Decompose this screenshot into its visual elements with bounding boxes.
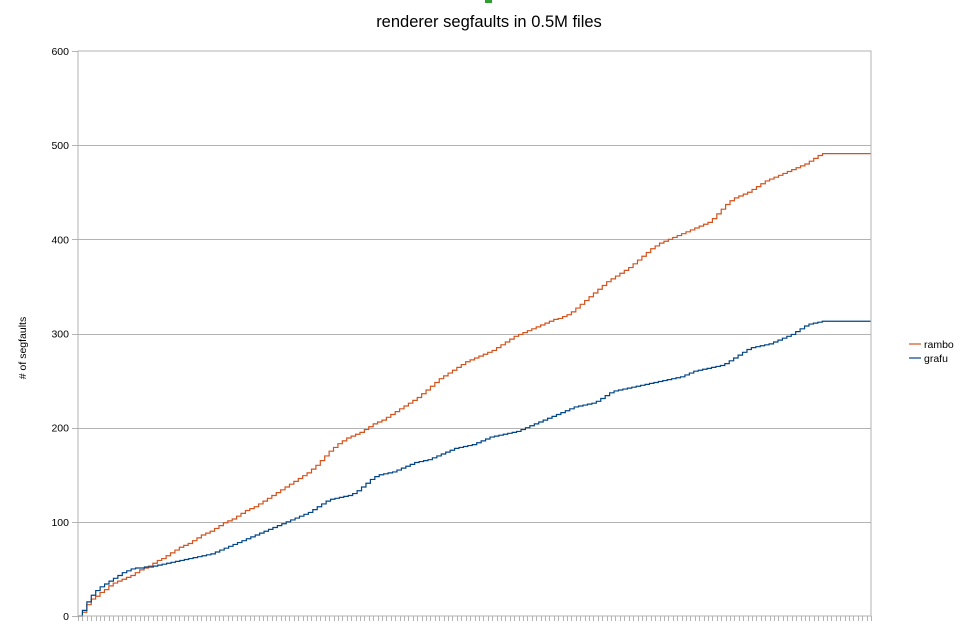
gridlines bbox=[78, 145, 871, 523]
series-line-rambo bbox=[78, 153, 871, 617]
plot-area-frame bbox=[77, 50, 872, 617]
y-axis-ticks: 0 100 200 300 400 500 600 bbox=[51, 46, 78, 623]
y-tick-label: 200 bbox=[51, 423, 69, 435]
y-tick-label: 100 bbox=[51, 517, 69, 529]
x-tick-marks bbox=[78, 616, 872, 621]
y-tick-label: 300 bbox=[51, 329, 69, 341]
x-axis-ticks bbox=[78, 616, 872, 621]
y-tick-label: 0 bbox=[63, 611, 69, 623]
y-axis-title: # of segfaults bbox=[17, 317, 29, 379]
y-tick-label: 500 bbox=[51, 140, 69, 152]
legend: rambo grafu bbox=[909, 339, 954, 365]
y-tick-label: 600 bbox=[51, 46, 69, 58]
chart-title: renderer segfaults in 0.5M files bbox=[376, 13, 602, 31]
legend-label-rambo: rambo bbox=[924, 339, 954, 351]
top-marker bbox=[485, 0, 492, 3]
series-lines bbox=[78, 153, 871, 617]
series-line-grafu bbox=[78, 320, 871, 617]
legend-label-grafu: grafu bbox=[924, 353, 948, 365]
y-tick-label: 400 bbox=[51, 234, 69, 246]
